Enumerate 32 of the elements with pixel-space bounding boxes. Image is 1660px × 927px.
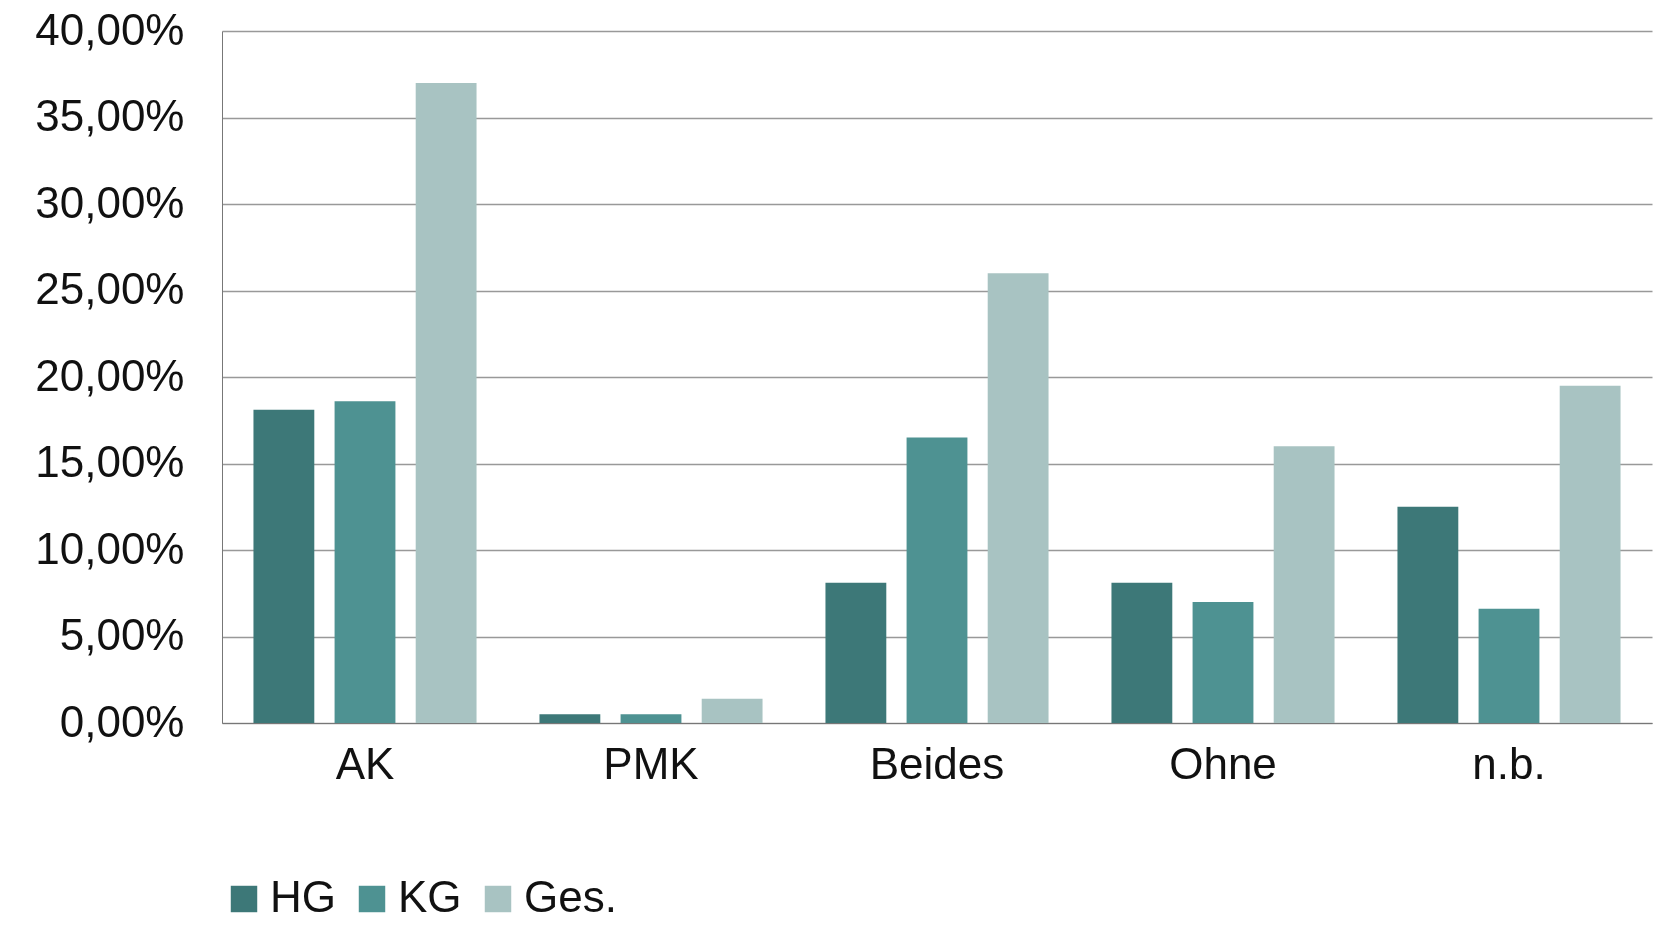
bar bbox=[253, 409, 315, 723]
bar bbox=[701, 698, 763, 723]
legend-label: Ges. bbox=[524, 872, 617, 921]
bar bbox=[1111, 582, 1173, 723]
y-tick-label: 0,00% bbox=[59, 696, 185, 746]
x-tick-label: n.b. bbox=[1472, 738, 1546, 788]
y-tick-label: 15,00% bbox=[35, 437, 185, 486]
y-tick-label: 30,00% bbox=[35, 177, 185, 227]
bar bbox=[1397, 506, 1459, 723]
y-tick-label: 25,00% bbox=[35, 264, 185, 313]
x-tick-label: Ohne bbox=[1169, 738, 1277, 788]
y-tick-label: 10,00% bbox=[35, 523, 185, 573]
bar bbox=[415, 82, 477, 723]
bar bbox=[1559, 385, 1621, 723]
bar bbox=[539, 714, 601, 723]
bar bbox=[987, 273, 1049, 723]
x-tick-label: AK bbox=[335, 738, 395, 788]
y-tick-label: 20,00% bbox=[35, 350, 185, 400]
y-tick-label: 40,00% bbox=[35, 4, 185, 54]
bar bbox=[620, 714, 682, 723]
legend-label: KG bbox=[398, 872, 462, 921]
x-tick-label: Beides bbox=[869, 738, 1005, 788]
bar bbox=[1478, 608, 1540, 723]
legend-label: HG bbox=[270, 872, 336, 921]
bar bbox=[334, 401, 396, 723]
x-tick-label: PMK bbox=[603, 738, 699, 788]
bar bbox=[906, 437, 968, 723]
bar bbox=[1192, 601, 1254, 723]
y-tick-label: 35,00% bbox=[35, 91, 185, 140]
y-tick-label: 5,00% bbox=[59, 610, 185, 659]
bar bbox=[1273, 446, 1335, 723]
bar bbox=[825, 582, 887, 723]
